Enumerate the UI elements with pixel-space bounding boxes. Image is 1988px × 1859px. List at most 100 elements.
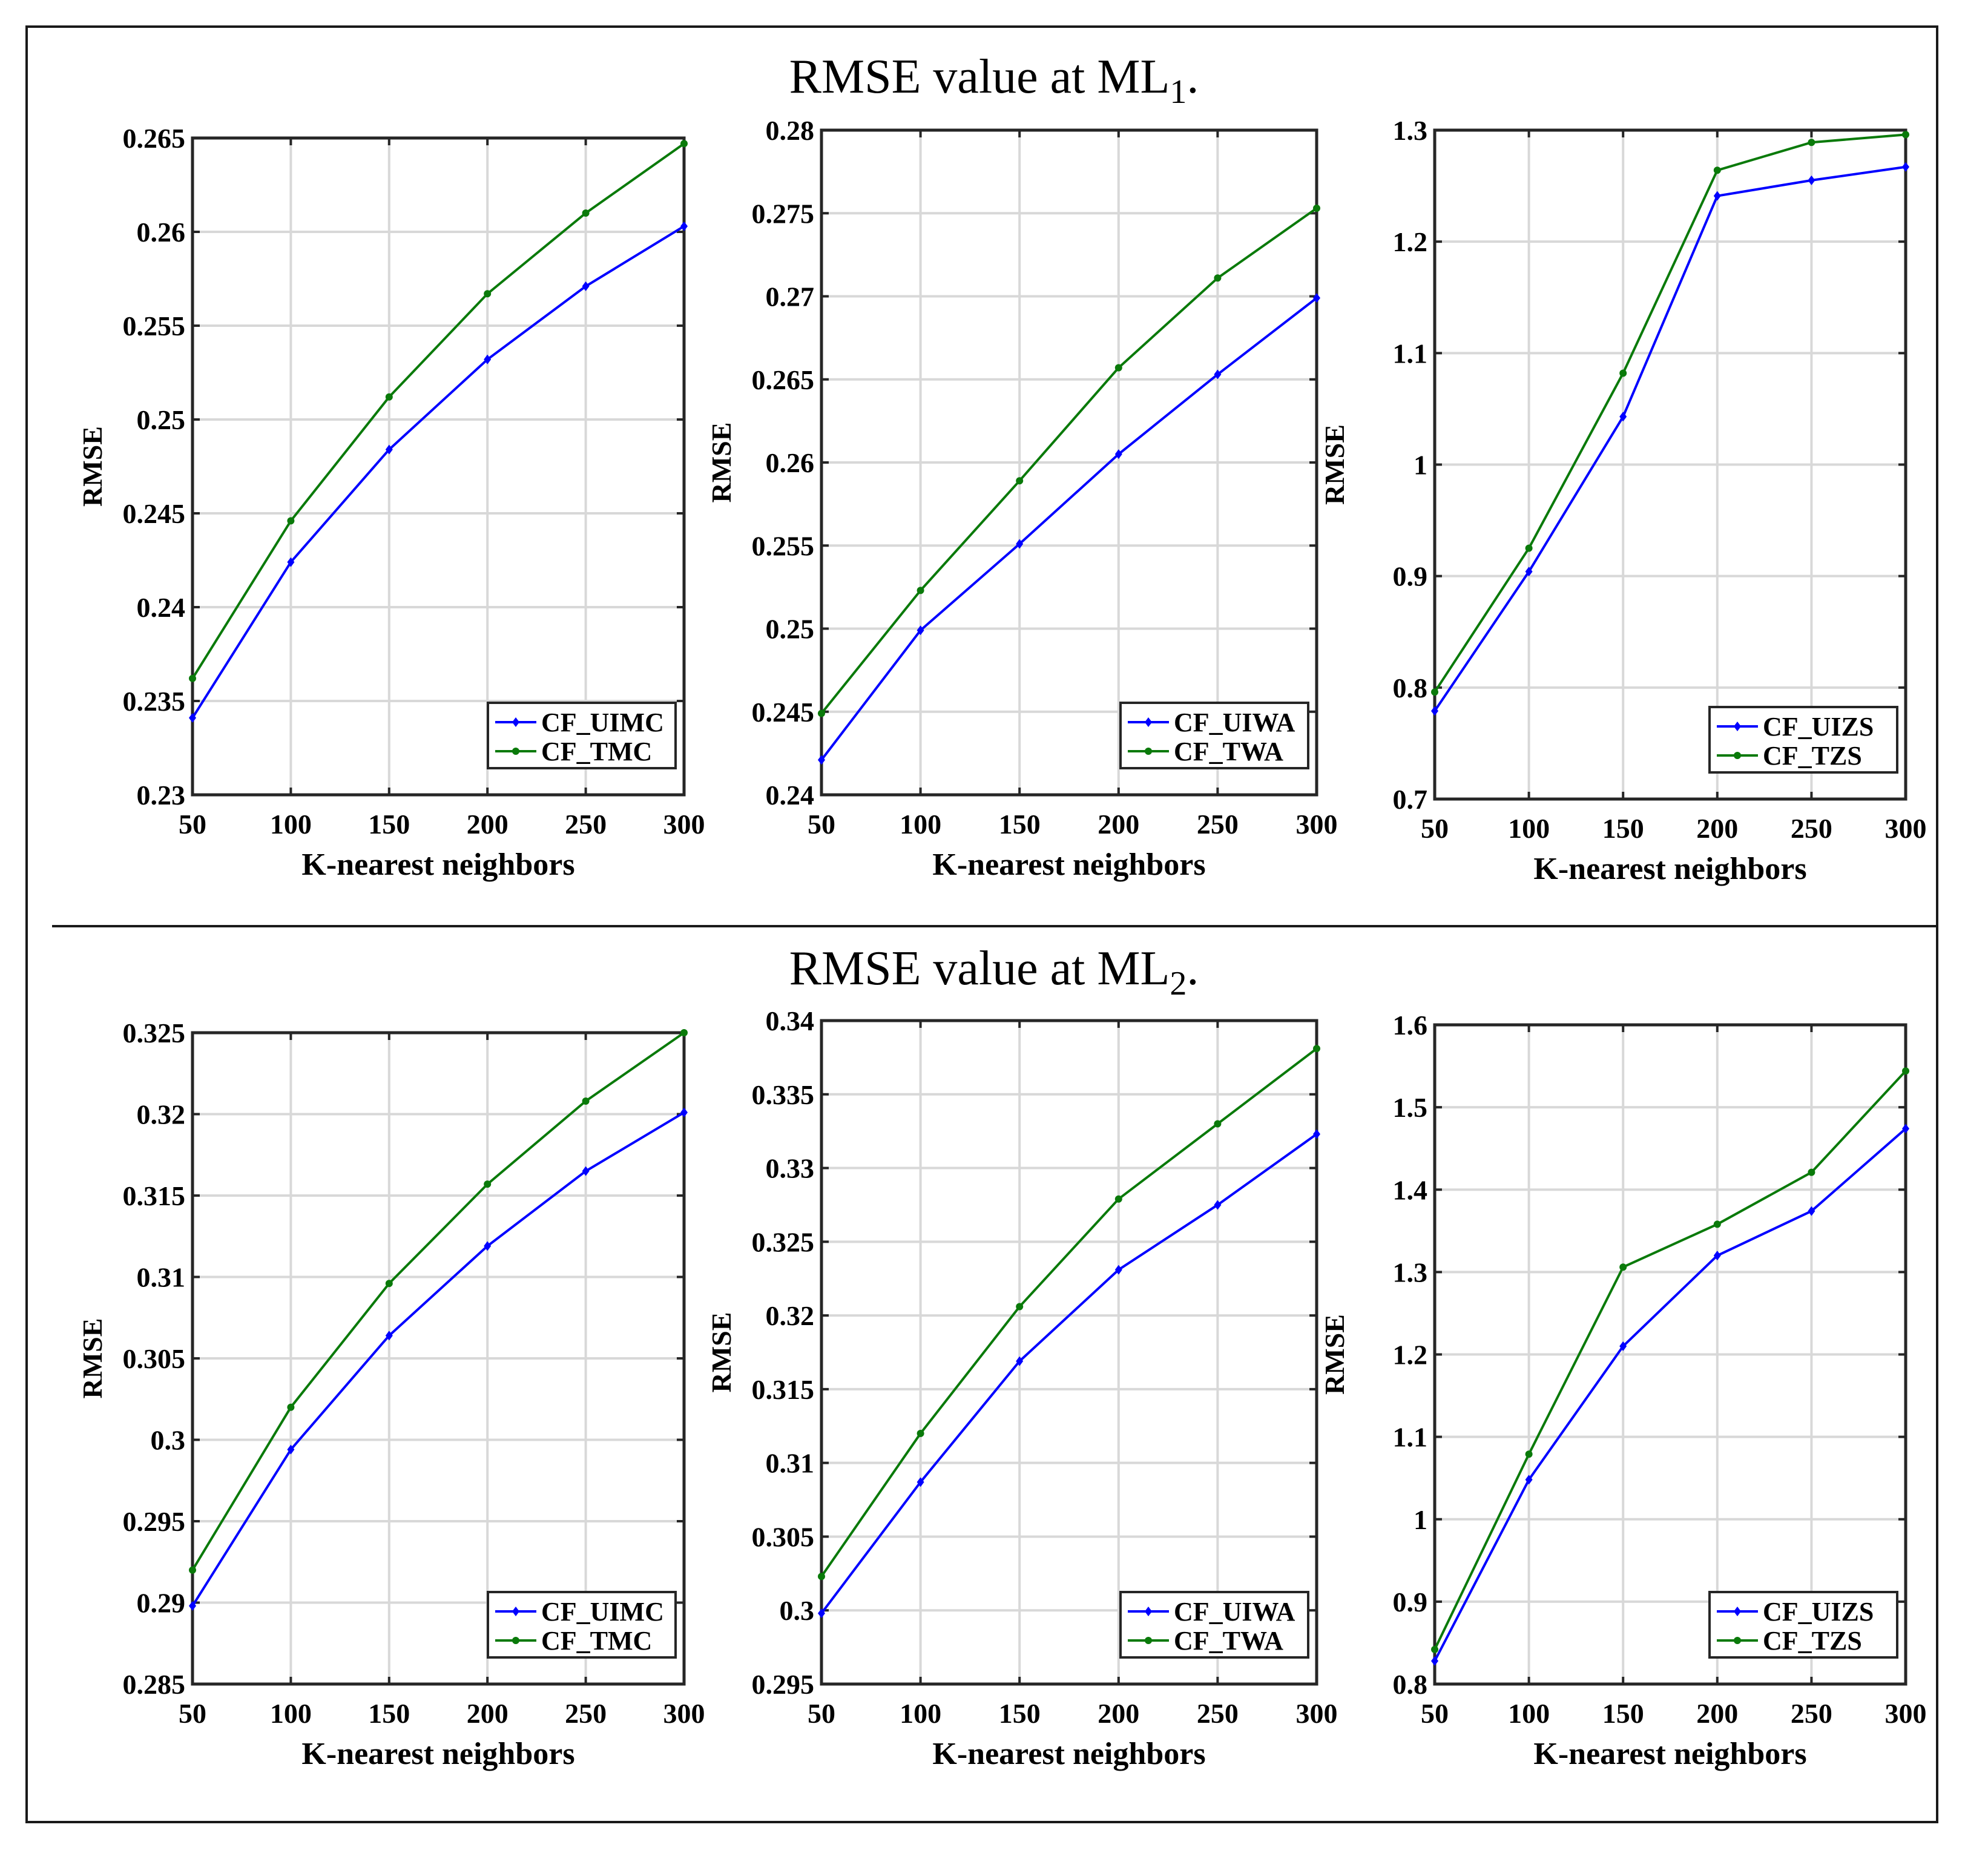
x-tick-label: 250: [1197, 809, 1239, 840]
data-point-CF_TWA: [917, 1429, 924, 1437]
section-2-title-suffix: .: [1187, 942, 1199, 995]
data-point-CF_TWA: [1214, 274, 1222, 282]
legend-marker-CF_UIWA: [1145, 1607, 1152, 1616]
x-tick-label: 250: [1791, 813, 1832, 844]
x-tick-label: 50: [179, 1698, 206, 1729]
legend-box: [487, 702, 677, 769]
y-tick-label: 0.9: [1393, 1587, 1428, 1617]
data-point-CF_UIMC: [385, 1331, 393, 1341]
data-point-CF_UIMC: [680, 1107, 688, 1117]
y-axis-label: RMSE: [77, 426, 108, 507]
series-line-CF_UIZS: [1433, 165, 1906, 712]
data-point-CF_TZS: [1431, 1645, 1438, 1653]
data-point-CF_TMC: [287, 517, 295, 525]
y-tick-label: 0.26: [766, 447, 815, 478]
y-tick-label: 0.235: [123, 686, 186, 717]
x-tick-label: 300: [1296, 809, 1338, 840]
data-point-CF_UIWA: [1214, 369, 1222, 380]
legend-marker-CF_UIZS: [1734, 722, 1741, 731]
y-tick-label: 0.295: [752, 1669, 815, 1700]
y-tick-label: 0.245: [752, 697, 815, 728]
data-point-CF_TMC: [385, 1280, 393, 1288]
legend-label-CF_TMC: CF_TMC: [541, 737, 652, 766]
series-line-CF_UIMC: [191, 1111, 685, 1607]
data-point-CF_UIWA: [1114, 1265, 1122, 1275]
legend-marker-CF_TZS: [1734, 752, 1741, 759]
y-axis-label: RMSE: [1319, 424, 1350, 505]
legend-label-CF_TMC: CF_TMC: [541, 1626, 652, 1656]
y-tick-label: 0.34: [766, 1005, 815, 1036]
x-tick-label: 250: [1791, 1698, 1832, 1729]
x-tick-label: 100: [270, 1698, 312, 1729]
x-tick-label: 150: [999, 1698, 1041, 1729]
y-tick-label: 1.5: [1393, 1092, 1428, 1123]
data-point-CF_TMC: [189, 674, 196, 682]
data-point-CF_UIZS: [1808, 1206, 1815, 1216]
section-1-title-text: RMSE value at ML: [789, 50, 1170, 104]
y-tick-label: 1.4: [1393, 1174, 1428, 1205]
data-point-CF_UIWA: [1313, 1129, 1320, 1139]
y-tick-label: 0.24: [766, 780, 815, 811]
data-point-CF_TZS: [1808, 139, 1815, 146]
data-point-CF_TMC: [484, 1180, 492, 1188]
section-1-title-subscript: 1: [1170, 73, 1187, 111]
data-point-CF_UIMC: [582, 1166, 590, 1176]
legend-box: [487, 1591, 677, 1659]
section-2-title-subscript: 2: [1170, 965, 1187, 1002]
y-tick-label: 0.25: [766, 614, 815, 645]
y-tick-label: 1: [1414, 450, 1427, 481]
data-point-CF_TWA: [917, 587, 924, 594]
x-axis-label: K-nearest neighbors: [932, 1737, 1205, 1771]
data-point-CF_UIWA: [1214, 1200, 1222, 1210]
data-point-CF_UIZS: [1902, 1124, 1909, 1134]
data-point-CF_UIZS: [1713, 1251, 1721, 1261]
data-point-CF_TMC: [582, 1097, 590, 1105]
plot-area-box: [191, 136, 686, 797]
data-point-CF_UIWA: [917, 625, 924, 636]
y-tick-label: 0.305: [123, 1343, 186, 1374]
data-point-CF_TWA: [1016, 1303, 1024, 1311]
legend-label-CF_TWA: CF_TWA: [1174, 737, 1283, 766]
x-axis-label: K-nearest neighbors: [1533, 852, 1806, 886]
y-tick-label: 0.23: [137, 780, 186, 811]
series-line-CF_TMC: [191, 1031, 685, 1571]
y-tick-label: 0.31: [137, 1262, 186, 1293]
data-point-CF_TZS: [1902, 1067, 1909, 1075]
x-tick-label: 100: [1508, 1698, 1550, 1729]
data-point-CF_TMC: [582, 209, 590, 217]
x-axis-label: K-nearest neighbors: [301, 1737, 574, 1771]
data-point-CF_UIWA: [917, 1477, 924, 1487]
x-tick-label: 150: [1602, 1698, 1644, 1729]
y-tick-label: 0.32: [766, 1300, 815, 1331]
chart-2: 50 100 150 200 250 300 0.24 0.245 0.25 0.255 0.26 0…: [706, 115, 1338, 882]
x-tick-label: 200: [1098, 809, 1139, 840]
legend-marker-CF_TMC: [512, 748, 519, 755]
legend-box: [1119, 1591, 1309, 1659]
data-point-CF_UIWA: [1313, 293, 1320, 303]
data-point-CF_TZS: [1619, 1263, 1627, 1271]
data-point-CF_TWA: [1114, 1195, 1122, 1203]
y-tick-label: 1.2: [1393, 1340, 1428, 1370]
data-point-CF_UIMC: [484, 1241, 492, 1251]
series-line-CF_TWA: [820, 1047, 1318, 1578]
x-tick-label: 250: [1197, 1698, 1239, 1729]
data-point-CF_TWA: [818, 1573, 825, 1581]
y-tick-label: 0.305: [752, 1521, 815, 1552]
chart-1: 50 100 150 200 250 300 0.23 0.235 0.24 0.245 0.25 0…: [77, 123, 705, 882]
x-tick-label: 50: [808, 809, 835, 840]
legend-label-CF_UIZS: CF_UIZS: [1763, 1597, 1874, 1627]
x-tick-label: 100: [900, 1698, 941, 1729]
chart-3: 50 100 150 200 250 300 0.7 0.8 0.9 1 1.1 1.2 1.3 K-ne…: [1319, 115, 1927, 886]
legend-label-CF_UIZS: CF_UIZS: [1763, 712, 1874, 742]
data-point-CF_UIZS: [1808, 175, 1815, 185]
x-tick-label: 200: [467, 809, 509, 840]
data-point-CF_UIZS: [1619, 412, 1627, 422]
x-tick-label: 300: [663, 809, 705, 840]
data-point-CF_UIMC: [287, 557, 295, 567]
section-divider: [52, 925, 1936, 927]
legend-marker-CF_UIMC: [512, 1607, 519, 1616]
